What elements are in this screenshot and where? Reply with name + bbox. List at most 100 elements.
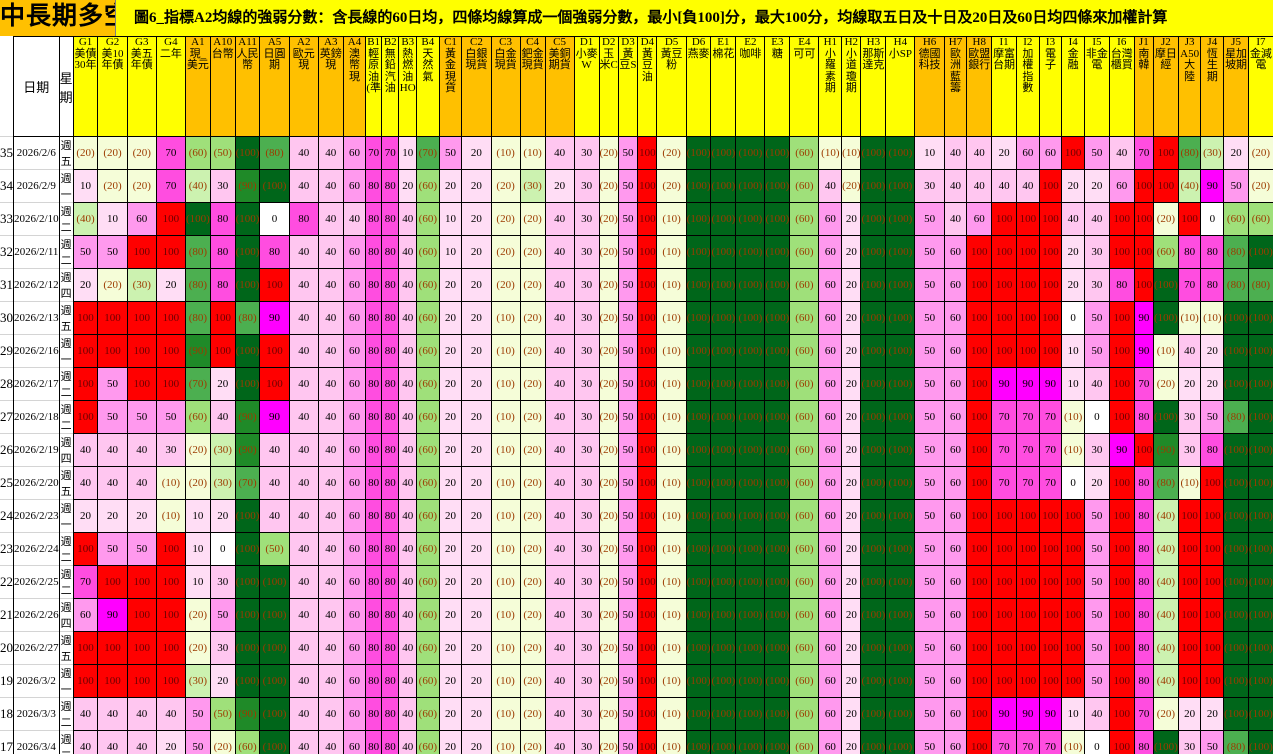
score-cell[interactable]: 20 (461, 664, 492, 698)
score-cell[interactable]: 90 (1200, 169, 1225, 203)
score-cell[interactable]: (100) (710, 598, 737, 632)
score-cell[interactable]: 40 (1177, 334, 1202, 368)
score-cell[interactable]: 40 (1084, 367, 1110, 401)
score-cell[interactable]: 100 (1108, 730, 1135, 754)
score-cell[interactable]: 30 (573, 367, 600, 401)
score-cell[interactable]: 100 (1177, 664, 1202, 698)
score-cell[interactable]: 100 (72, 334, 99, 368)
score-cell[interactable]: (100) (685, 466, 712, 500)
score-cell[interactable]: (100) (710, 400, 737, 434)
score-cell[interactable]: 70 (1133, 136, 1154, 170)
score-cell[interactable]: 100 (259, 367, 290, 401)
score-cell[interactable]: 20 (209, 664, 236, 698)
score-cell[interactable]: (100) (1223, 565, 1249, 599)
score-cell[interactable]: (60) (789, 730, 820, 754)
score-cell[interactable]: (10) (656, 499, 687, 533)
score-cell[interactable]: (100) (685, 169, 712, 203)
score-cell[interactable]: (20) (519, 268, 546, 302)
score-cell[interactable]: 50 (617, 565, 639, 599)
score-cell[interactable]: (40) (72, 202, 99, 236)
score-cell[interactable]: (10) (818, 136, 843, 170)
score-cell[interactable]: 20 (841, 697, 862, 731)
score-cell[interactable]: 40 (288, 136, 319, 170)
score-cell[interactable]: 50 (617, 466, 639, 500)
score-cell[interactable]: 90 (1015, 697, 1040, 731)
column-header-b2[interactable]: B2 無鉛汽油 (380, 36, 400, 137)
score-cell[interactable]: (10) (490, 532, 521, 566)
table-row[interactable]: 34 2026/2/9 週一 10 (20) (20) 70 (40) 30 (90) (100) 4… (0, 169, 1273, 203)
score-cell[interactable]: (60) (415, 499, 440, 533)
score-cell[interactable]: (60) (789, 136, 820, 170)
score-cell[interactable]: 40 (1061, 202, 1085, 236)
score-cell[interactable]: 90 (1038, 367, 1063, 401)
score-cell[interactable]: 100 (1177, 499, 1202, 533)
score-cell[interactable]: 20 (126, 499, 157, 533)
score-cell[interactable]: (100) (885, 697, 916, 731)
score-cell[interactable]: 80 (380, 235, 400, 269)
score-cell[interactable]: 30 (573, 301, 600, 335)
score-cell[interactable]: 30 (1177, 730, 1202, 754)
score-cell[interactable]: (100) (1247, 235, 1273, 269)
score-cell[interactable]: 100 (126, 301, 157, 335)
score-cell[interactable]: 0 (259, 202, 290, 236)
score-cell[interactable]: 80 (365, 268, 382, 302)
score-cell[interactable]: 20 (841, 301, 862, 335)
score-cell[interactable]: (60) (789, 466, 820, 500)
score-cell[interactable]: (100) (234, 631, 261, 665)
score-cell[interactable]: 40 (342, 202, 367, 236)
score-cell[interactable]: (20) (598, 565, 619, 599)
score-cell[interactable]: (60) (415, 400, 440, 434)
score-cell[interactable]: 70 (1038, 400, 1063, 434)
score-cell[interactable]: 100 (1015, 532, 1040, 566)
score-cell[interactable]: (100) (710, 499, 737, 533)
score-cell[interactable]: 100 (966, 433, 993, 467)
score-cell[interactable]: 50 (126, 532, 157, 566)
score-cell[interactable]: 40 (97, 433, 128, 467)
score-cell[interactable]: 60 (342, 235, 367, 269)
score-cell[interactable]: 50 (617, 499, 639, 533)
score-cell[interactable]: 40 (317, 268, 344, 302)
score-cell[interactable]: (100) (685, 235, 712, 269)
score-cell[interactable]: 80 (1200, 268, 1225, 302)
score-cell[interactable]: (30) (1200, 136, 1225, 170)
score-cell[interactable]: 100 (1177, 532, 1202, 566)
score-cell[interactable]: (100) (764, 169, 791, 203)
table-row[interactable]: 20 2026/2/27 週五 100 100 100 100 (20) 30 (100) (100… (0, 631, 1273, 665)
score-cell[interactable]: (100) (234, 136, 261, 170)
score-cell[interactable]: 60 (342, 730, 367, 754)
score-cell[interactable]: (10) (519, 136, 546, 170)
score-cell[interactable]: 30 (209, 565, 236, 599)
score-cell[interactable]: (100) (735, 433, 766, 467)
column-header-a5[interactable]: A5 日圓期 (259, 36, 290, 137)
score-cell[interactable]: 100 (1038, 664, 1063, 698)
score-cell[interactable]: (100) (710, 136, 737, 170)
score-cell[interactable]: (10) (490, 631, 521, 665)
score-cell[interactable]: 70 (1177, 268, 1202, 302)
score-cell[interactable]: 80 (1133, 466, 1154, 500)
score-cell[interactable]: 50 (914, 664, 945, 698)
score-cell[interactable]: 20 (461, 499, 492, 533)
score-cell[interactable]: 40 (288, 235, 319, 269)
score-cell[interactable]: 100 (637, 697, 658, 731)
score-cell[interactable]: (100) (1223, 433, 1249, 467)
score-cell[interactable]: 20 (438, 433, 463, 467)
score-cell[interactable]: (100) (885, 565, 916, 599)
score-cell[interactable]: (20) (598, 268, 619, 302)
score-cell[interactable]: (100) (885, 367, 916, 401)
table-row[interactable]: 23 2026/2/24 週二 100 50 50 100 10 0 (100) (50) 40 40 6… (0, 532, 1273, 566)
score-cell[interactable]: 30 (573, 532, 600, 566)
score-cell[interactable]: (10) (490, 499, 521, 533)
score-cell[interactable]: (60) (415, 664, 440, 698)
score-cell[interactable]: 100 (1015, 598, 1040, 632)
score-cell[interactable]: 0 (1084, 730, 1110, 754)
score-cell[interactable]: 40 (398, 202, 417, 236)
column-header-d6[interactable]: D6 燕麥 (685, 36, 712, 137)
score-cell[interactable]: 100 (637, 730, 658, 754)
score-cell[interactable]: 60 (342, 169, 367, 203)
score-cell[interactable]: 60 (818, 268, 843, 302)
score-cell[interactable]: 40 (259, 499, 290, 533)
score-cell[interactable]: (60) (184, 136, 211, 170)
score-cell[interactable]: (20) (1247, 169, 1273, 203)
score-cell[interactable]: 30 (573, 631, 600, 665)
score-cell[interactable]: (100) (735, 466, 766, 500)
